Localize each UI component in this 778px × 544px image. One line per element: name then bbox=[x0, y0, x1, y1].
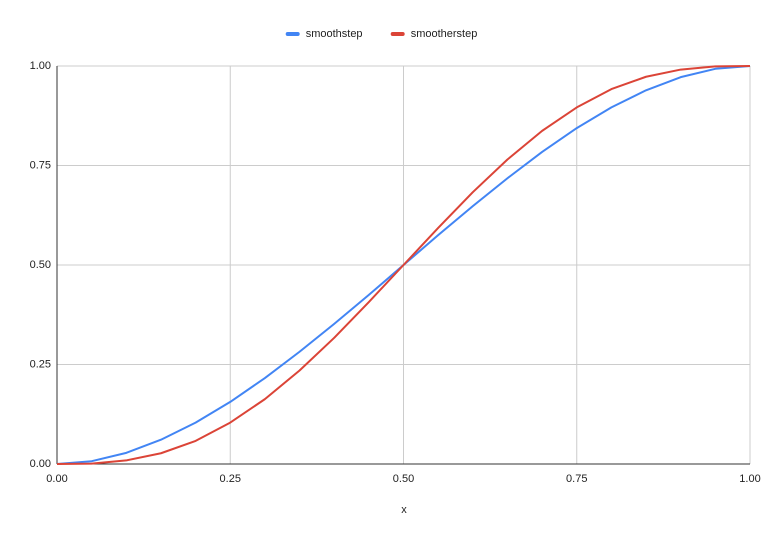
x-tick-label: 0.75 bbox=[566, 473, 587, 485]
y-tick-label: 0.25 bbox=[30, 358, 51, 370]
legend-label: smoothstep bbox=[306, 28, 363, 40]
y-tick-label: 0.75 bbox=[30, 159, 51, 171]
x-tick-label: 0.25 bbox=[220, 473, 241, 485]
y-tick-label: 0.00 bbox=[30, 458, 51, 470]
legend-label: smootherstep bbox=[411, 28, 478, 40]
x-tick-label: 1.00 bbox=[739, 473, 760, 485]
x-axis-label: x bbox=[401, 504, 407, 516]
y-tick-label: 0.50 bbox=[30, 259, 51, 271]
x-tick-label: 0.00 bbox=[46, 473, 67, 485]
x-tick-label: 0.50 bbox=[393, 473, 414, 485]
line-series bbox=[56, 65, 751, 465]
y-tick-label: 1.00 bbox=[30, 60, 51, 72]
